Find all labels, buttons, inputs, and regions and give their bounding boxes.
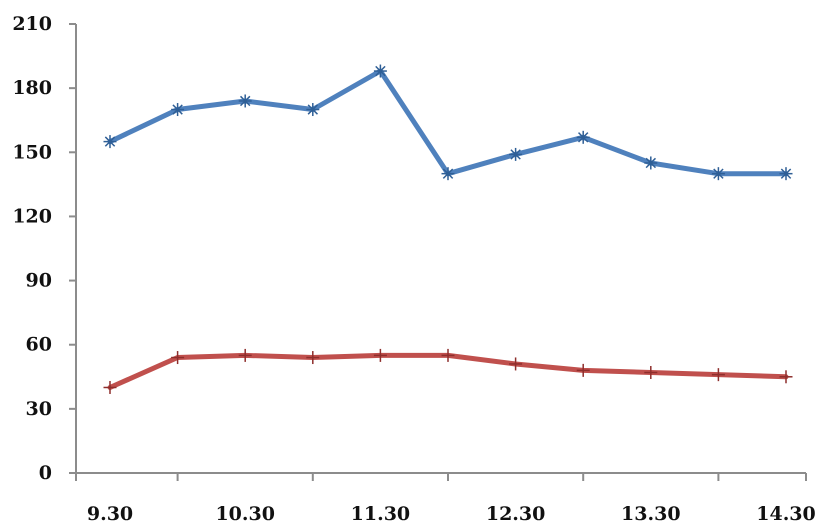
- data-point: [779, 370, 793, 384]
- data-point: [576, 363, 590, 377]
- y-tick-label: 90: [26, 270, 52, 292]
- y-tick-label: 60: [26, 334, 52, 356]
- series-2: [103, 348, 793, 394]
- x-tick-label: 12.30: [486, 503, 546, 525]
- data-point: [441, 167, 455, 181]
- x-tick-label: 9.30: [87, 503, 133, 525]
- x-tick-label: 14.30: [756, 503, 816, 525]
- data-point: [711, 368, 725, 382]
- series-layer: [103, 64, 793, 394]
- data-point: [103, 380, 117, 394]
- data-point: [576, 130, 590, 144]
- data-point: [306, 351, 320, 365]
- data-point: [238, 94, 252, 108]
- data-point: [238, 348, 252, 362]
- x-tick-label: 13.30: [621, 503, 681, 525]
- data-point: [171, 103, 185, 117]
- y-tick-label: 210: [12, 13, 52, 35]
- data-point: [711, 167, 725, 181]
- x-tick-label: 11.30: [351, 503, 411, 525]
- data-point: [103, 135, 117, 149]
- data-point: [509, 357, 523, 371]
- data-point: [171, 351, 185, 365]
- data-point: [779, 167, 793, 181]
- y-tick-label: 180: [12, 77, 52, 99]
- x-tick-label: 10.30: [215, 503, 275, 525]
- series-line: [107, 68, 789, 177]
- data-point: [644, 156, 658, 170]
- y-tick-label: 120: [12, 205, 52, 227]
- series-1: [103, 64, 793, 181]
- data-point: [644, 366, 658, 380]
- y-tick-label: 0: [39, 462, 52, 484]
- axes: [75, 24, 806, 474]
- x-axis-ticks: 9.30 10.30 11.30 12.30 13.30 14.30: [75, 473, 816, 525]
- data-point: [306, 103, 320, 117]
- data-point: [441, 348, 455, 362]
- y-tick-label: 150: [12, 141, 52, 163]
- data-point: [509, 147, 523, 161]
- data-point: [373, 64, 387, 78]
- y-tick-label: 30: [26, 398, 52, 420]
- y-axis-ticks: 0 30 60 90 120 150 180 210: [12, 13, 76, 484]
- data-point: [373, 348, 387, 362]
